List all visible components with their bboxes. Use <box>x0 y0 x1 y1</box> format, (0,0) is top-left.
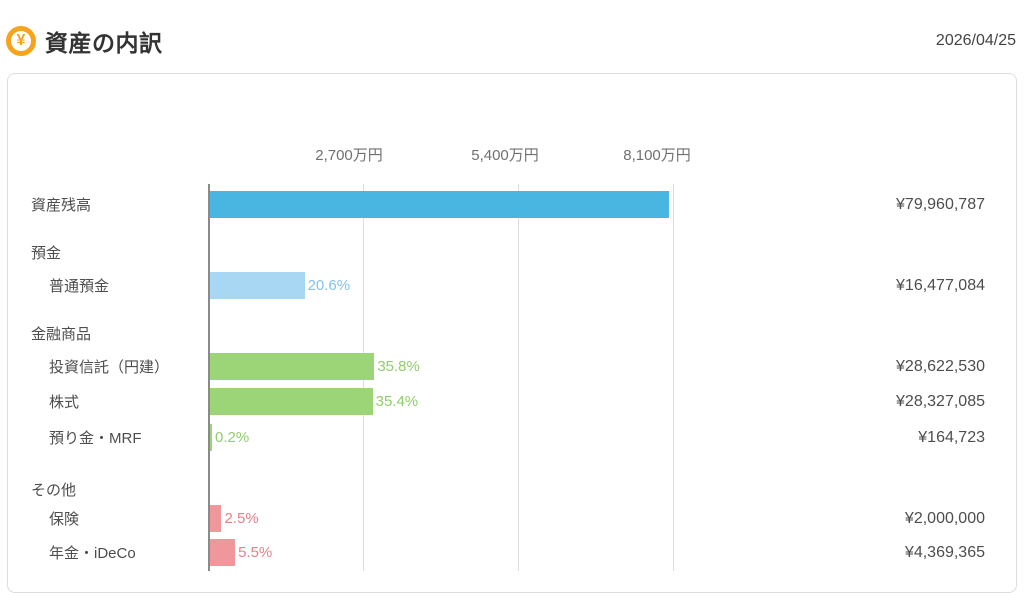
y-axis-line <box>208 184 210 571</box>
stock-bar <box>210 388 373 415</box>
chart-row: 投資信託（円建） 35.8% ¥28,622,530 <box>8 353 1016 380</box>
axis-tick-label: 2,700万円 <box>315 147 383 164</box>
row-value: ¥16,477,084 <box>896 276 985 294</box>
row-value: ¥4,369,365 <box>904 543 985 561</box>
row-label: 年金・iDeCo <box>49 545 136 562</box>
bar-percent: 2.5% <box>224 510 259 527</box>
page-header: ¥ 資産の内訳 2026/04/25 <box>6 24 1016 58</box>
axis-tick-label: 8,100万円 <box>623 147 691 164</box>
row-value: ¥79,960,787 <box>896 195 985 213</box>
section-label: 預金 <box>31 244 62 262</box>
bar-zone: 35.4% <box>208 388 726 415</box>
page-title: 資産の内訳 <box>45 30 163 56</box>
bar-zone <box>208 191 726 218</box>
chart-row-total: 資産残高 ¥79,960,787 <box>8 191 1016 218</box>
pension-bar <box>210 539 236 566</box>
row-label: 株式 <box>49 394 80 411</box>
row-value: ¥28,327,085 <box>896 392 985 410</box>
insurance-bar <box>210 505 222 532</box>
row-value: ¥2,000,000 <box>904 509 985 527</box>
chart-row: 株式 35.4% ¥28,327,085 <box>8 388 1016 415</box>
bar-zone: 2.5% <box>208 505 726 532</box>
yen-circle-icon: ¥ <box>6 26 36 56</box>
row-value: ¥28,622,530 <box>896 357 985 375</box>
chart-row: 年金・iDeCo 5.5% ¥4,369,365 <box>8 539 1016 566</box>
chart-row: 普通預金 20.6% ¥16,477,084 <box>8 272 1016 299</box>
bar-percent: 35.8% <box>377 358 420 375</box>
fund-bar <box>210 353 375 380</box>
section-row: 預金 <box>8 238 1016 266</box>
chart-row: 保険 2.5% ¥2,000,000 <box>8 505 1016 532</box>
total-bar <box>210 191 670 218</box>
row-label: 普通預金 <box>49 278 110 295</box>
bar-percent: 0.2% <box>215 429 250 446</box>
row-label: 保険 <box>49 511 80 528</box>
bar-zone: 0.2% <box>208 424 726 451</box>
section-label: その他 <box>31 481 77 499</box>
mrf-bar <box>210 424 212 451</box>
bar-percent: 5.5% <box>238 544 273 561</box>
as-of-date: 2026/04/25 <box>935 32 1016 49</box>
row-label: 投資信託（円建） <box>49 359 170 376</box>
gridline <box>673 184 674 571</box>
row-label: 資産残高 <box>31 197 92 214</box>
bar-percent: 35.4% <box>375 393 419 410</box>
deposit-bar <box>210 272 305 299</box>
gridline <box>518 184 519 571</box>
bar-zone: 5.5% <box>208 539 726 566</box>
bar-zone: 35.8% <box>208 353 726 380</box>
bar-zone: 20.6% <box>208 272 726 299</box>
bar-percent: 20.6% <box>307 277 351 294</box>
axis-tick-label: 5,400万円 <box>471 147 539 164</box>
row-label: 預り金・MRF <box>49 430 142 447</box>
chart-row: 預り金・MRF 0.2% ¥164,723 <box>8 424 1016 451</box>
section-row: 金融商品 <box>8 319 1016 347</box>
asset-breakdown-card: 2,700万円 5,400万円 8,100万円 資産残高 ¥79,960,787… <box>7 73 1017 593</box>
chart-rows: 資産残高 ¥79,960,787 預金 普通預金 20.6% ¥16,477,0… <box>8 184 1016 566</box>
row-value: ¥164,723 <box>918 428 985 446</box>
section-label: 金融商品 <box>31 325 92 343</box>
section-row: その他 <box>8 475 1016 503</box>
